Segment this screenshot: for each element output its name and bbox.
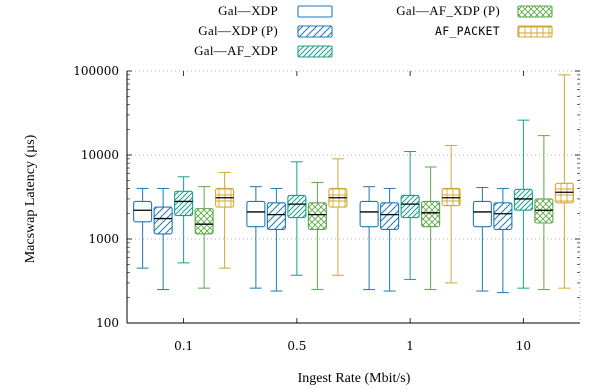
box-gal-af-xdp-p--10 bbox=[534, 135, 554, 291]
box-gal-af-xdp-0.5 bbox=[287, 161, 307, 276]
y-tick-label: 100000 bbox=[73, 64, 119, 78]
box-gal-xdp-0.1 bbox=[133, 187, 153, 269]
box-iqr bbox=[153, 206, 173, 235]
box-iqr bbox=[194, 208, 214, 235]
legend-item: Gal—XDP (P) bbox=[198, 23, 333, 38]
legend-label: Gal—XDP (P) bbox=[198, 23, 278, 38]
box-iqr bbox=[307, 202, 327, 230]
box-gal-af-xdp-1 bbox=[400, 151, 420, 280]
box-gal-xdp-p--1 bbox=[380, 187, 400, 292]
box-iqr bbox=[266, 202, 286, 230]
box-iqr bbox=[246, 200, 266, 228]
box-series bbox=[133, 74, 574, 294]
box-iqr bbox=[554, 182, 574, 204]
box-gal-xdp-p--0.1 bbox=[153, 187, 173, 291]
x-tick-label: 10 bbox=[516, 339, 531, 353]
box-gal-xdp-0.5 bbox=[246, 186, 266, 289]
y-tick-label: 1000 bbox=[88, 232, 119, 246]
box-gal-xdp-1 bbox=[359, 186, 379, 291]
legend-item: Gal—AF_XDP (P) bbox=[396, 3, 553, 18]
box-af-packet-0.5 bbox=[328, 158, 348, 276]
legend-label: Gal—AF_XDP (P) bbox=[396, 3, 500, 18]
legend-label: Gal—XDP bbox=[218, 3, 278, 18]
y-tick-label: 10000 bbox=[81, 148, 119, 162]
x-tick-label: 0.5 bbox=[287, 339, 306, 353]
box-gal-xdp-10 bbox=[472, 187, 492, 292]
box-af-packet-0.1 bbox=[215, 171, 235, 269]
legend-item: Gal—XDP bbox=[218, 3, 333, 18]
box-gal-af-xdp-p--0.5 bbox=[307, 182, 327, 291]
box-iqr bbox=[359, 200, 379, 228]
box-iqr bbox=[493, 202, 513, 230]
legend: Gal—XDP Gal—XDP (P) Gal—AF_XDP Gal—AF_XDP (… bbox=[194, 3, 553, 58]
x-axis-title: Ingest Rate (Mbit/s) bbox=[298, 371, 411, 386]
y-axis-title: Macswap Latency (µs) bbox=[23, 134, 38, 263]
box-iqr bbox=[380, 202, 400, 230]
box-iqr bbox=[400, 194, 420, 219]
y-tick-label: 100 bbox=[96, 316, 119, 330]
legend-item: AF_PACKET bbox=[435, 24, 553, 38]
box-iqr bbox=[472, 200, 492, 228]
legend-swatch bbox=[517, 5, 553, 18]
box-iqr bbox=[421, 200, 441, 228]
box-iqr bbox=[513, 188, 533, 211]
box-af-packet-1 bbox=[441, 144, 461, 284]
box-gal-af-xdp-0.1 bbox=[174, 176, 194, 264]
legend-swatch bbox=[297, 45, 333, 58]
box-iqr bbox=[133, 200, 153, 223]
box-gal-af-xdp-p--0.1 bbox=[194, 186, 214, 289]
box-gal-af-xdp-10 bbox=[513, 119, 533, 289]
box-gal-af-xdp-p--1 bbox=[421, 166, 441, 291]
box-iqr bbox=[287, 194, 307, 219]
legend-label: Gal—AF_XDP bbox=[194, 43, 278, 58]
x-tick-label: 1 bbox=[406, 339, 414, 353]
legend-label: AF_PACKET bbox=[435, 24, 500, 38]
legend-swatch bbox=[297, 5, 333, 18]
box-gal-xdp-p--0.5 bbox=[266, 187, 286, 292]
box-af-packet-10 bbox=[554, 74, 574, 289]
box-iqr bbox=[534, 198, 554, 224]
axes: 100 1000 10000 100000 0.1 0.5 1 10 bbox=[73, 64, 581, 353]
legend-item: Gal—AF_XDP bbox=[194, 43, 333, 58]
legend-swatch bbox=[517, 25, 553, 38]
x-tick-label: 0.1 bbox=[174, 339, 193, 353]
legend-swatch bbox=[297, 25, 333, 38]
box-iqr bbox=[174, 190, 194, 217]
box-iqr bbox=[441, 187, 461, 207]
box-gal-xdp-p--10 bbox=[493, 187, 513, 294]
